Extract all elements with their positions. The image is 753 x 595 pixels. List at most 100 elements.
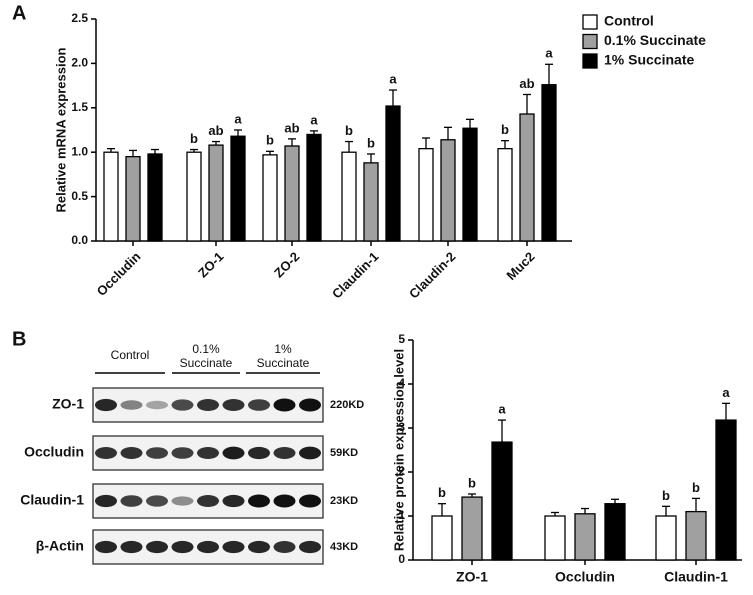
significance-letter: a: [545, 46, 553, 61]
y-tick-label: 0.0: [71, 233, 88, 247]
blot-row-label: Occludin: [24, 444, 84, 460]
significance-letter: a: [389, 71, 397, 86]
y-tick-label: 1: [398, 508, 405, 522]
bar: [462, 127, 478, 242]
blot-band: [222, 494, 245, 508]
bar: [544, 515, 566, 561]
bar: [186, 151, 202, 242]
blot-band: [120, 400, 143, 410]
bar: [431, 515, 453, 561]
significance-letter: b: [266, 133, 274, 148]
bar: [306, 133, 322, 242]
blot-band: [120, 495, 143, 507]
blot-band: [197, 540, 219, 554]
bar: [461, 496, 483, 561]
significance-letter: b: [438, 485, 446, 500]
blot-group-label: Control: [111, 348, 150, 362]
significance-letter: a: [234, 111, 242, 126]
x-tick-label: Claudin-2: [406, 249, 458, 301]
y-tick-label: 2.5: [71, 11, 88, 25]
blot-band: [120, 540, 143, 554]
blot-band: [222, 540, 245, 554]
blot-band: [197, 495, 219, 507]
bar: [284, 145, 300, 242]
significance-letter: b: [468, 475, 476, 490]
bar: [208, 144, 224, 242]
blot-band: [95, 398, 117, 412]
bar: [125, 155, 141, 242]
panel-label: B: [12, 328, 26, 350]
significance-letter: b: [501, 122, 509, 137]
blot-band: [95, 447, 117, 459]
y-axis-title: Relative mRNA expression: [53, 47, 68, 212]
legend-label: 1% Succinate: [604, 52, 694, 68]
bar: [341, 151, 357, 242]
bar: [363, 162, 379, 242]
significance-letter: a: [310, 112, 318, 127]
legend-label: 0.1% Succinate: [604, 32, 706, 48]
legend-label: Control: [604, 13, 654, 29]
significance-letter: ab: [519, 76, 534, 91]
bar: [491, 441, 513, 561]
legend-swatch: [582, 14, 598, 30]
bar: [418, 147, 434, 242]
blot-group-label: Succinate: [180, 356, 233, 370]
significance-letter: ab: [284, 120, 299, 135]
bar: [655, 515, 677, 561]
x-tick-label: Occludin: [94, 249, 144, 299]
bar: [497, 147, 513, 242]
x-tick-label: Claudin-1: [329, 249, 381, 301]
significance-letter: b: [190, 131, 198, 146]
blot-band: [248, 540, 270, 554]
blot-size-label: 23KD: [330, 495, 358, 507]
blot-band: [171, 447, 194, 459]
blot-band: [273, 494, 296, 508]
x-tick-label: ZO-1: [195, 249, 227, 281]
blot-band: [299, 540, 321, 554]
blot-band: [222, 399, 245, 411]
blot-band: [146, 540, 168, 554]
x-tick-label: Muc2: [503, 249, 537, 283]
bar: [685, 510, 707, 561]
blot-band: [171, 399, 194, 411]
y-tick-label: 1.5: [71, 100, 88, 114]
bar: [604, 503, 626, 561]
blot-band: [273, 447, 296, 459]
legend-swatch: [582, 33, 598, 50]
significance-letter: a: [498, 402, 506, 417]
y-tick-label: 4: [398, 376, 405, 390]
blot-band: [120, 447, 143, 459]
bar: [147, 153, 163, 242]
blot-band: [171, 496, 194, 506]
bar: [519, 113, 535, 242]
blot-band: [146, 400, 168, 410]
blot-band: [299, 494, 321, 508]
y-tick-label: 1.0: [71, 144, 88, 158]
bar: [541, 84, 557, 242]
y-tick-label: 3: [398, 420, 405, 434]
bar: [440, 139, 456, 242]
blot-band: [248, 494, 270, 508]
panel-label: A: [12, 2, 26, 24]
blot-band: [273, 541, 296, 553]
blot-size-label: 43KD: [330, 541, 358, 553]
x-tick-label: ZO-2: [271, 249, 303, 281]
bar: [715, 419, 737, 561]
x-tick-label: ZO-1: [456, 569, 488, 585]
blot-group-label: 0.1%: [192, 342, 220, 356]
y-tick-label: 0: [398, 552, 405, 566]
blot-band: [299, 398, 321, 412]
blot-size-label: 220KD: [330, 399, 364, 411]
bar: [230, 135, 246, 242]
blot-band: [197, 447, 219, 459]
blot-band: [248, 399, 270, 411]
blot-band: [197, 399, 219, 411]
blot-band: [171, 540, 194, 554]
significance-letter: b: [662, 488, 670, 503]
y-tick-label: 0.5: [71, 189, 88, 203]
bar: [385, 105, 401, 242]
significance-letter: b: [345, 123, 353, 138]
blot-band: [222, 446, 245, 460]
y-tick-label: 2: [398, 464, 405, 478]
